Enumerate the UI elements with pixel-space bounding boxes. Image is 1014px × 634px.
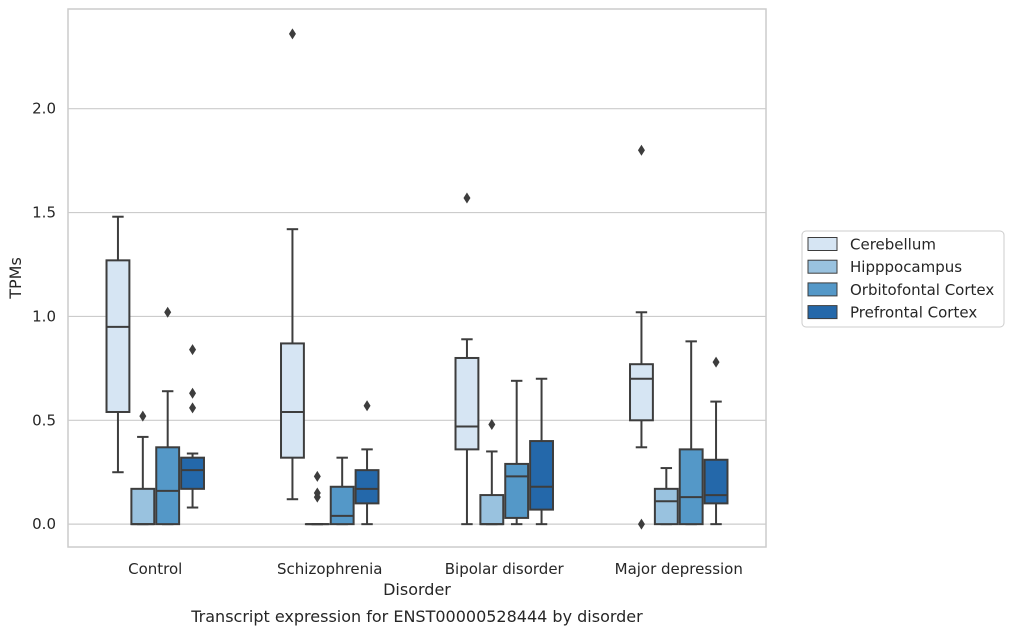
box-iqr [703,458,729,505]
box-1-2 [329,456,355,526]
box-2-1 [479,418,505,526]
box-0-0 [105,215,131,474]
box-iqr [529,440,554,511]
outlier-point [637,144,645,156]
box-iqr [454,356,480,451]
box-1-0 [280,28,305,501]
box-iqr [354,469,380,505]
box-iqr [678,448,704,526]
outlier-point [637,518,645,530]
x-tick-label: Bipolar disorder [445,560,565,578]
outlier-point [313,491,321,503]
legend: Cerebellum Hipppocampus Orbitofontal Corte… [801,230,1005,328]
y-tick-labels: 0.0 0.5 1.0 1.5 2.0 [32,100,56,533]
outlier-point [313,470,321,482]
x-axis-label: Disorder [383,580,451,599]
box-1-3 [354,400,380,526]
outlier-point [712,356,720,368]
box-3-3 [703,356,729,526]
outlier-point [288,28,296,40]
box-iqr [105,259,131,413]
y-tick-label: 0.5 [32,411,56,429]
legend-swatch [807,259,838,274]
y-tick-label: 1.0 [32,307,56,325]
x-tick-label: Major depression [615,560,743,578]
outlier-point [463,192,471,204]
legend-swatch [807,237,838,251]
box-iqr [653,487,679,526]
box-3-0 [629,144,654,530]
box-3-1 [653,467,679,526]
y-tick-label: 1.5 [32,204,56,222]
box-2-0 [454,192,480,526]
outlier-point [189,387,197,399]
x-tick-labels: Control Schizophrenia Bipolar disorder Majo… [128,560,743,578]
box-iqr [629,363,654,422]
outlier-point [189,402,197,414]
x-tick-label: Schizophrenia [277,560,382,578]
outlier-point [363,400,371,412]
box-3-2 [678,340,704,526]
box-iqr [155,446,181,526]
legend-label: Cerebellum [850,236,936,254]
legend-label: Hipppocampus [850,258,962,276]
legend-label: Orbitofontal Cortex [850,281,994,299]
box-0-3 [180,344,205,509]
box-iqr [280,342,305,459]
legend-swatch [807,305,838,320]
box-0-2 [155,306,181,526]
outlier-point [488,418,496,430]
y-tick-label: 0.0 [32,515,56,533]
x-tick-label: Control [128,560,182,578]
box-0-1 [130,410,156,526]
y-tick-label: 2.0 [32,100,56,118]
plot-frame [67,8,767,548]
box-iqr [130,487,156,526]
box-2-3 [529,377,554,526]
chart-caption: Transcript expression for ENST0000052844… [190,607,643,626]
box-plots [105,28,729,530]
outlier-point [189,344,197,356]
box-iqr [329,485,355,526]
box-iqr [504,462,530,519]
outlier-point [139,410,147,422]
box-2-2 [504,379,530,526]
box-iqr [180,456,205,490]
legend-label: Prefrontal Cortex [850,304,977,322]
box-iqr [479,494,505,526]
box-1-1 [304,470,330,526]
y-axis-label: TPMs [6,257,25,300]
outlier-point [164,306,172,318]
legend-swatch [807,282,838,297]
legend-frame [801,230,1005,328]
